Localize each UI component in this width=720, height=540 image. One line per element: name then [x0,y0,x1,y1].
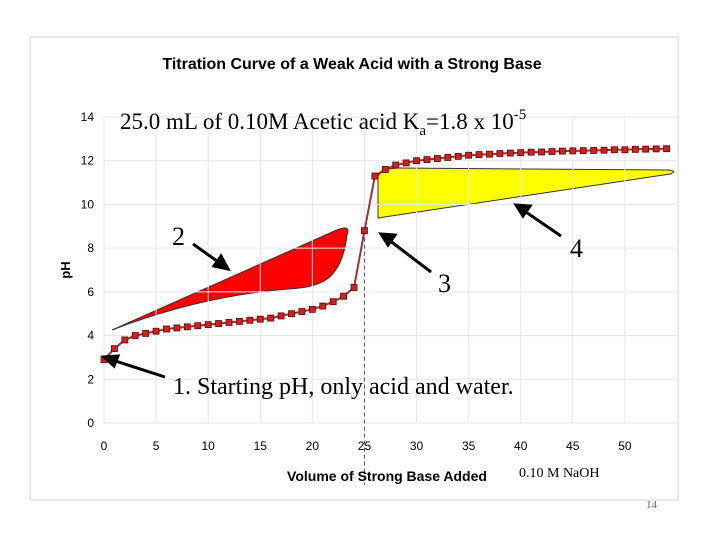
data-point [413,157,420,165]
data-point [402,159,410,167]
arrow-4-head [513,203,533,219]
data-point [381,166,389,173]
data-point [142,329,150,337]
x-tick-label: 25 [358,439,372,453]
data-point [194,322,202,330]
data-point [559,147,566,155]
data-point [444,154,452,161]
buffer-region [111,227,349,331]
subtitle-superscript: -5 [514,107,527,123]
x-tick-label: 5 [153,439,160,453]
data-point [642,145,650,153]
arrow-2-head [211,253,231,272]
data-point [465,151,473,159]
data-point [121,336,129,344]
data-point [527,148,535,156]
callout-arrows [100,203,562,379]
data-point [486,150,493,158]
arrow-3-head [378,232,398,248]
data-point [308,305,316,313]
data-point [517,149,525,157]
data-point [538,148,545,156]
data-point [579,147,587,155]
data-point [246,316,254,324]
data-point [256,315,264,323]
data-point [361,227,368,235]
data-point [569,147,577,155]
y-tick-label: 4 [87,329,94,343]
data-point [621,146,629,154]
arrow-1-head [100,354,121,369]
data-point [496,150,504,157]
callout-2: 2 [172,222,185,251]
x-tick-label: 10 [202,439,216,453]
y-tick-label: 6 [87,285,94,299]
data-point [319,302,327,310]
data-point [173,324,181,332]
subtitle: 25.0 mL of 0.10M Acetic acid Ka=1.8 x 10… [120,107,526,139]
x-axis-ticks: 0 5 10 15 20 25 30 35 40 45 50 [101,439,632,453]
data-point [663,145,670,153]
callout-4: 4 [570,234,583,263]
data-point [163,325,170,333]
y-axis-label: pH [58,261,73,278]
data-point [548,148,556,155]
x-tick-label: 30 [410,439,424,453]
data-point [131,332,139,339]
data-point [277,312,285,320]
data-point [371,172,379,180]
callout-1: 1. Starting pH, only acid and water. [173,374,514,400]
data-point [454,152,462,160]
data-point [236,317,243,325]
data-point [475,151,483,158]
data-point [183,323,191,331]
y-tick-label: 12 [81,154,95,168]
callout-3: 3 [438,269,451,298]
data-point [350,284,358,291]
gridlines [103,116,677,424]
x-tick-label: 20 [306,439,320,453]
data-point [652,145,660,153]
data-point [152,327,160,335]
data-point [329,298,337,306]
data-point [392,161,400,169]
y-tick-label: 10 [81,197,95,211]
y-tick-label: 2 [87,372,94,386]
subtitle-equation: =1.8 x 10 [426,109,514,134]
data-point [215,320,223,327]
data-point [204,321,212,329]
subtitle-subscript: a [419,123,426,139]
data-point [340,292,348,300]
arrow-3 [384,235,432,274]
data-point [506,149,514,157]
x-tick-label: 50 [618,439,632,453]
data-point [433,155,441,162]
y-axis-ticks: 0 2 4 6 8 10 12 14 [81,110,95,430]
data-point [631,145,639,153]
subtitle-main: 25.0 mL of 0.10M Acetic acid K [120,109,420,134]
x-tick-label: 15 [254,439,268,453]
x-tick-label: 0 [101,439,108,453]
data-point [600,146,608,154]
chart-title: Titration Curve of a Weak Acid with a St… [162,56,541,73]
x-tick-label: 45 [566,439,580,453]
data-point [590,147,598,154]
titration-curve-markers [100,145,670,364]
y-tick-label: 0 [87,416,94,430]
data-point [267,314,275,322]
data-point [423,156,431,164]
data-point [225,319,233,326]
x-axis-label: Volume of Strong Base Added [287,468,487,484]
x-tick-label: 40 [514,439,528,453]
y-tick-label: 8 [87,241,94,255]
y-tick-label: 14 [81,110,95,124]
data-point [111,345,118,353]
page-number: 14 [646,499,658,511]
data-point [298,308,306,315]
data-point [611,146,618,154]
data-point [288,310,295,318]
base-label: 0.10 M NaOH [519,466,600,481]
x-tick-label: 35 [462,439,476,453]
